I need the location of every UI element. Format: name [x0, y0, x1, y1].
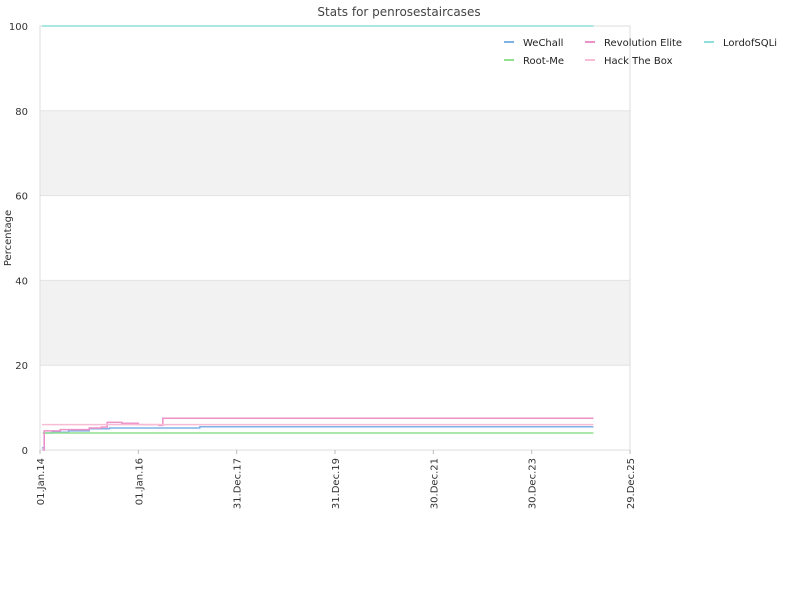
y-axis-label: Percentage — [3, 210, 14, 266]
legend-label: LordofSQLi — [723, 38, 777, 49]
x-tick-label: 30.Dec.23 — [528, 458, 539, 509]
y-tick-label: 0 — [22, 446, 28, 457]
x-tick-label: 01.Jan.14 — [36, 458, 47, 505]
legend-label: Hack The Box — [604, 56, 673, 67]
plot-background-bands — [40, 110, 630, 366]
series-line-revolution-elite — [42, 417, 594, 451]
y-axis-ticks: 0 20 40 60 80 100 — [9, 22, 28, 457]
y-tick-label: 40 — [15, 276, 28, 287]
x-tick-label: 31.Dec.17 — [233, 458, 244, 509]
y-tick-label: 20 — [15, 361, 28, 372]
legend-label: WeChall — [523, 38, 563, 49]
x-tick-label: 30.Dec.21 — [429, 458, 440, 509]
x-tick-label: 29.Dec.25 — [626, 458, 637, 509]
plot-band — [40, 110, 630, 196]
x-tick-label: 31.Dec.19 — [331, 458, 342, 509]
gridlines — [40, 25, 630, 451]
chart-title: Stats for penrosestaircases — [317, 5, 480, 19]
legend: WeChall Root-Me Revolution Elite Hack The B… — [504, 38, 777, 67]
y-tick-label: 100 — [9, 22, 28, 33]
legend-label: Root-Me — [523, 56, 564, 67]
y-tick-label: 80 — [15, 107, 28, 118]
plot-band — [40, 280, 630, 366]
y-tick-label: 60 — [15, 192, 28, 203]
x-tick-label: 01.Jan.16 — [134, 458, 145, 505]
x-axis-ticks: 01.Jan.14 01.Jan.16 31.Dec.17 31.Dec.19 30.D… — [36, 450, 637, 509]
series-line-wechall — [41, 425, 594, 449]
series-lines — [41, 25, 594, 451]
plot-area-frame — [39, 25, 631, 451]
legend-label: Revolution Elite — [604, 38, 682, 49]
